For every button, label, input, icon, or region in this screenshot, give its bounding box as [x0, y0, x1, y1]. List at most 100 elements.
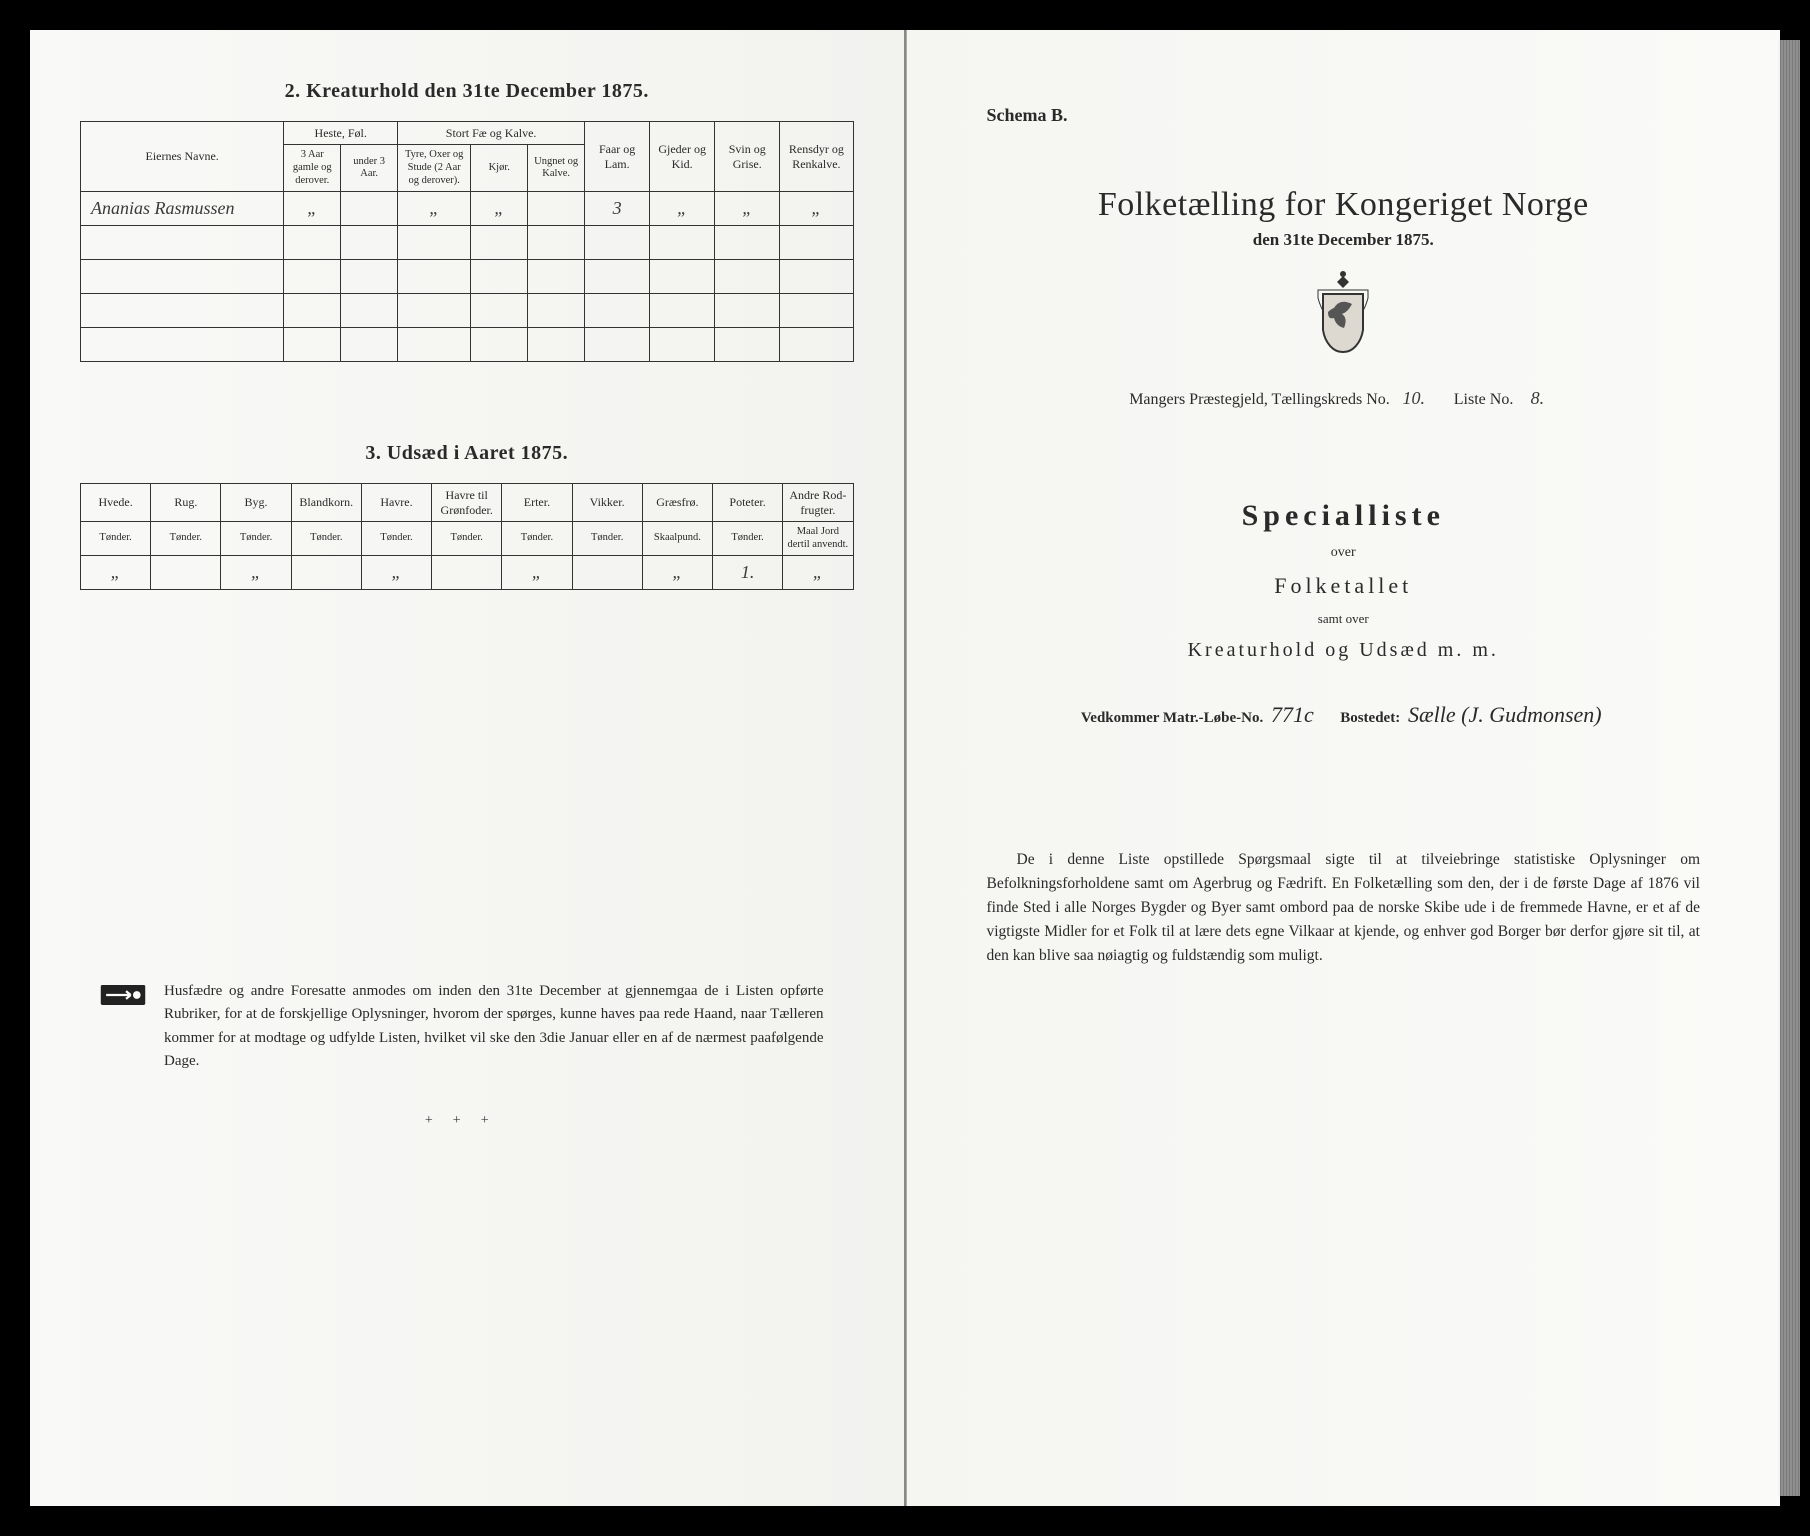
matr-no: 771c — [1267, 702, 1318, 727]
crop-header: Byg. — [221, 484, 291, 522]
count-cell: „ — [650, 192, 715, 226]
table-row — [81, 226, 854, 260]
grp-cattle: Stort Fæ og Kalve. — [398, 122, 585, 145]
table-row — [81, 328, 854, 362]
count-cell — [650, 328, 715, 362]
count-cell — [398, 294, 471, 328]
parish-line: Mangers Præstegjeld, Tællingskreds No. 1… — [957, 388, 1731, 409]
count-cell — [284, 294, 341, 328]
count-cell — [780, 226, 853, 260]
count-cell — [398, 260, 471, 294]
crop-cell: „ — [221, 556, 291, 590]
count-cell: 3 — [585, 192, 650, 226]
crop-unit: Skaalpund. — [642, 521, 712, 555]
count-cell — [528, 328, 585, 362]
count-cell — [341, 294, 398, 328]
col-rens: Rensdyr og Renkalve. — [780, 122, 853, 192]
page-edge-stack — [1778, 40, 1800, 1496]
grp-horse: Heste, Føl. — [284, 122, 398, 145]
crop-cell: „ — [361, 556, 431, 590]
count-cell — [715, 294, 780, 328]
right-page: Schema B. Folketælling for Kongeriget No… — [906, 30, 1781, 1506]
col-cattle-c: Ungnet og Kalve. — [528, 145, 585, 192]
count-cell — [341, 260, 398, 294]
count-cell — [780, 328, 853, 362]
count-cell — [284, 260, 341, 294]
count-cell — [780, 260, 853, 294]
crop-header: Hvede. — [81, 484, 151, 522]
crop-unit: Tønder. — [151, 521, 221, 555]
kreaturhold-heading: Kreaturhold og Udsæd m. m. — [957, 639, 1731, 662]
owner-name-cell — [81, 260, 284, 294]
col-names: Eiernes Navne. — [81, 122, 284, 192]
count-cell — [284, 328, 341, 362]
scan-frame: 2. Kreaturhold den 31te December 1875. E… — [0, 0, 1810, 1536]
count-cell — [715, 328, 780, 362]
crop-unit: Tønder. — [81, 521, 151, 555]
over-label-1: over — [957, 545, 1731, 561]
ornament-crosses: +++ — [80, 1113, 854, 1129]
count-cell — [650, 294, 715, 328]
crop-cell — [291, 556, 361, 590]
col-cattle-a: Tyre, Oxer og Stude (2 Aar og derover). — [398, 145, 471, 192]
col-faar: Faar og Lam. — [585, 122, 650, 192]
vedk-label-b: Bostedet: — [1340, 710, 1400, 726]
count-cell — [650, 226, 715, 260]
crop-cell — [432, 556, 502, 590]
liste-no: 8. — [1517, 388, 1557, 409]
count-cell — [585, 226, 650, 260]
count-cell — [284, 226, 341, 260]
crop-cell — [151, 556, 221, 590]
count-cell: „ — [780, 192, 853, 226]
section3-title: 3. Udsæd i Aaret 1875. — [80, 442, 854, 465]
table-row — [81, 260, 854, 294]
bosted-name: Sælle (J. Gudmonsen) — [1404, 702, 1606, 727]
count-cell — [585, 328, 650, 362]
col-gjeder: Gjeder og Kid. — [650, 122, 715, 192]
instruction-text: Husfædre og andre Foresatte anmodes om i… — [164, 980, 824, 1073]
count-cell — [715, 226, 780, 260]
count-cell — [341, 328, 398, 362]
count-cell — [341, 226, 398, 260]
count-cell — [715, 260, 780, 294]
pointing-hand-icon — [100, 984, 146, 1006]
col-horse-a: 3 Aar gamle og derover. — [284, 145, 341, 192]
crop-header: Havre. — [361, 484, 431, 522]
table-row: Ananias Rasmussen„„„3„„„ — [81, 192, 854, 226]
crop-header: Rug. — [151, 484, 221, 522]
crop-cell: „ — [783, 556, 853, 590]
count-cell — [398, 226, 471, 260]
kreaturhold-table: Eiernes Navne. Heste, Føl. Stort Fæ og K… — [80, 121, 854, 362]
folketallet-heading: Folketallet — [957, 573, 1731, 599]
count-cell: „ — [398, 192, 471, 226]
left-page: 2. Kreaturhold den 31te December 1875. E… — [30, 30, 906, 1506]
table-row — [81, 294, 854, 328]
crop-unit: Tønder. — [221, 521, 291, 555]
specialliste-heading: Specialliste — [957, 499, 1731, 533]
crop-header: Havre til Grønfoder. — [432, 484, 502, 522]
count-cell — [528, 192, 585, 226]
crop-cell: 1. — [712, 556, 782, 590]
count-cell: „ — [471, 192, 528, 226]
crop-unit: Tønder. — [432, 521, 502, 555]
crop-header: Erter. — [502, 484, 572, 522]
count-cell — [341, 192, 398, 226]
crop-header: Andre Rod-frugter. — [783, 484, 853, 522]
samt-label: samt over — [957, 611, 1731, 627]
crop-unit: Tønder. — [712, 521, 782, 555]
book-spread: 2. Kreaturhold den 31te December 1875. E… — [30, 30, 1780, 1506]
parish-text-b: Liste No. — [1454, 391, 1514, 408]
main-title: Folketælling for Kongeriget Norge — [957, 186, 1731, 224]
coat-of-arms-icon — [1306, 270, 1380, 366]
count-cell — [471, 260, 528, 294]
crop-unit: Tønder. — [572, 521, 642, 555]
owner-name-cell — [81, 294, 284, 328]
col-cattle-b: Kjør. — [471, 145, 528, 192]
count-cell — [528, 226, 585, 260]
count-cell — [528, 294, 585, 328]
count-cell — [471, 226, 528, 260]
crop-unit: Tønder. — [291, 521, 361, 555]
count-cell — [398, 328, 471, 362]
crop-cell: „ — [502, 556, 572, 590]
udsaed-table: Hvede.Rug.Byg.Blandkorn.Havre.Havre til … — [80, 483, 854, 590]
